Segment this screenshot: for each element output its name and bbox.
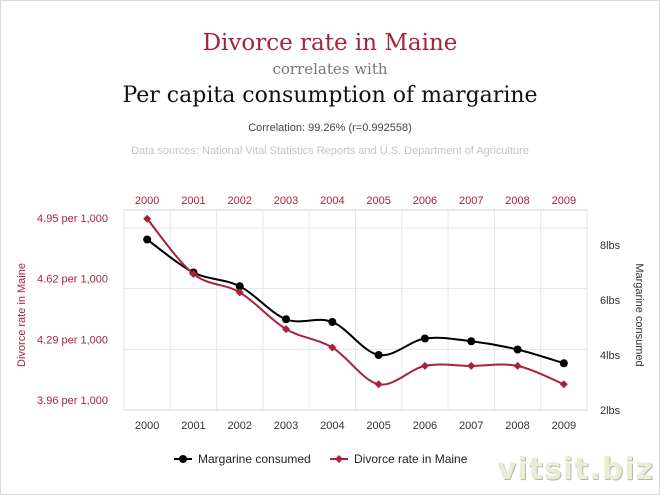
right-axis-tick-label: 8lbs <box>600 240 621 252</box>
margarine-data-point <box>328 318 337 326</box>
margarine-data-point <box>374 351 383 359</box>
margarine-data-point <box>420 334 429 343</box>
right-axis-title: Margarine consumed <box>633 263 645 366</box>
divorce-rate-series-line <box>146 218 565 386</box>
top-year-tick-label: 2003 <box>274 195 298 207</box>
top-year-tick-label: 2001 <box>181 195 205 207</box>
chart-title-divorce: Divorce rate in Maine <box>202 30 458 56</box>
top-year-tick-label: 2000 <box>135 195 159 207</box>
divorce-rate-data-point <box>328 343 337 352</box>
top-year-tick-label: 2006 <box>413 195 437 207</box>
top-year-tick-label: 2007 <box>459 195 483 207</box>
divorce-rate-data-point <box>374 380 383 389</box>
margarine-data-point <box>143 235 152 244</box>
right-axis-tick-label: 6lbs <box>600 295 621 307</box>
margarine-legend-marker <box>179 455 187 463</box>
margarine-data-point <box>282 315 291 324</box>
divorce-rate-legend-marker <box>335 455 343 463</box>
margarine-data-point <box>235 282 244 291</box>
right-axis-tick-label: 4lbs <box>600 350 621 362</box>
top-year-tick-label: 2002 <box>228 195 252 207</box>
series <box>143 214 568 389</box>
top-year-tick-label: 2005 <box>366 195 390 207</box>
divorce-rate-data-point <box>143 214 152 223</box>
watermark-logo: vitsit.biz <box>496 452 654 487</box>
left-axis-tick-label: 4.62 per 1,000 <box>37 274 108 286</box>
bottom-year-tick-label: 2001 <box>181 420 205 432</box>
bottom-year-tick-label: 2003 <box>274 420 298 432</box>
left-axis-tick-label: 3.96 per 1,000 <box>37 395 108 407</box>
margarine-data-point <box>467 337 476 346</box>
divorce-rate-data-point <box>189 269 198 278</box>
bottom-year-tick-label: 2002 <box>228 420 252 432</box>
bottom-year-tick-label: 2009 <box>552 420 576 432</box>
divorce-rate-data-point <box>559 380 568 389</box>
left-axis-title: Divorce rate in Maine <box>16 263 28 367</box>
grid-lines <box>123 209 588 411</box>
bottom-year-tick-label: 2004 <box>320 420 344 432</box>
divorce-rate-data-point <box>513 361 522 370</box>
chart-title-margarine: Per capita consumption of margarine <box>122 83 538 108</box>
data-sources-text: Data sources: National Vital Statistics … <box>131 145 529 157</box>
divorce-rate-data-point <box>420 361 429 370</box>
divorce-rate-data-point <box>235 288 244 297</box>
bottom-year-tick-label: 2005 <box>366 420 390 432</box>
margarine-data-point <box>513 345 522 354</box>
legend: Margarine consumed Divorce rate in Maine <box>174 452 468 466</box>
bottom-year-tick-label: 2008 <box>505 420 529 432</box>
correlation-text: Correlation: 99.26% (r=0.992558) <box>248 122 412 134</box>
chart-title-connector: correlates with <box>272 60 388 78</box>
margarine-data-point <box>559 359 568 368</box>
axes: 2000 2000 2001 2001 2002 2002 2003 2003 2004 2004… <box>16 195 645 432</box>
divorce-rate-data-point <box>467 361 476 370</box>
left-axis-tick-label: 4.29 per 1,000 <box>37 334 108 346</box>
top-year-tick-label: 2008 <box>505 195 529 207</box>
divorce-rate-data-point <box>282 325 291 334</box>
left-axis-tick-label: 4.95 per 1,000 <box>37 213 108 225</box>
bottom-year-tick-label: 2007 <box>459 420 483 432</box>
divorce-rate-legend-label: Divorce rate in Maine <box>354 452 468 466</box>
right-axis-tick-label: 2lbs <box>600 405 621 417</box>
top-year-tick-label: 2004 <box>320 195 344 207</box>
margarine-series-line <box>146 238 565 365</box>
margarine-legend-label: Margarine consumed <box>198 452 311 466</box>
bottom-year-tick-label: 2006 <box>413 420 437 432</box>
top-year-tick-label: 2009 <box>552 195 576 207</box>
bottom-year-tick-label: 2000 <box>135 420 159 432</box>
